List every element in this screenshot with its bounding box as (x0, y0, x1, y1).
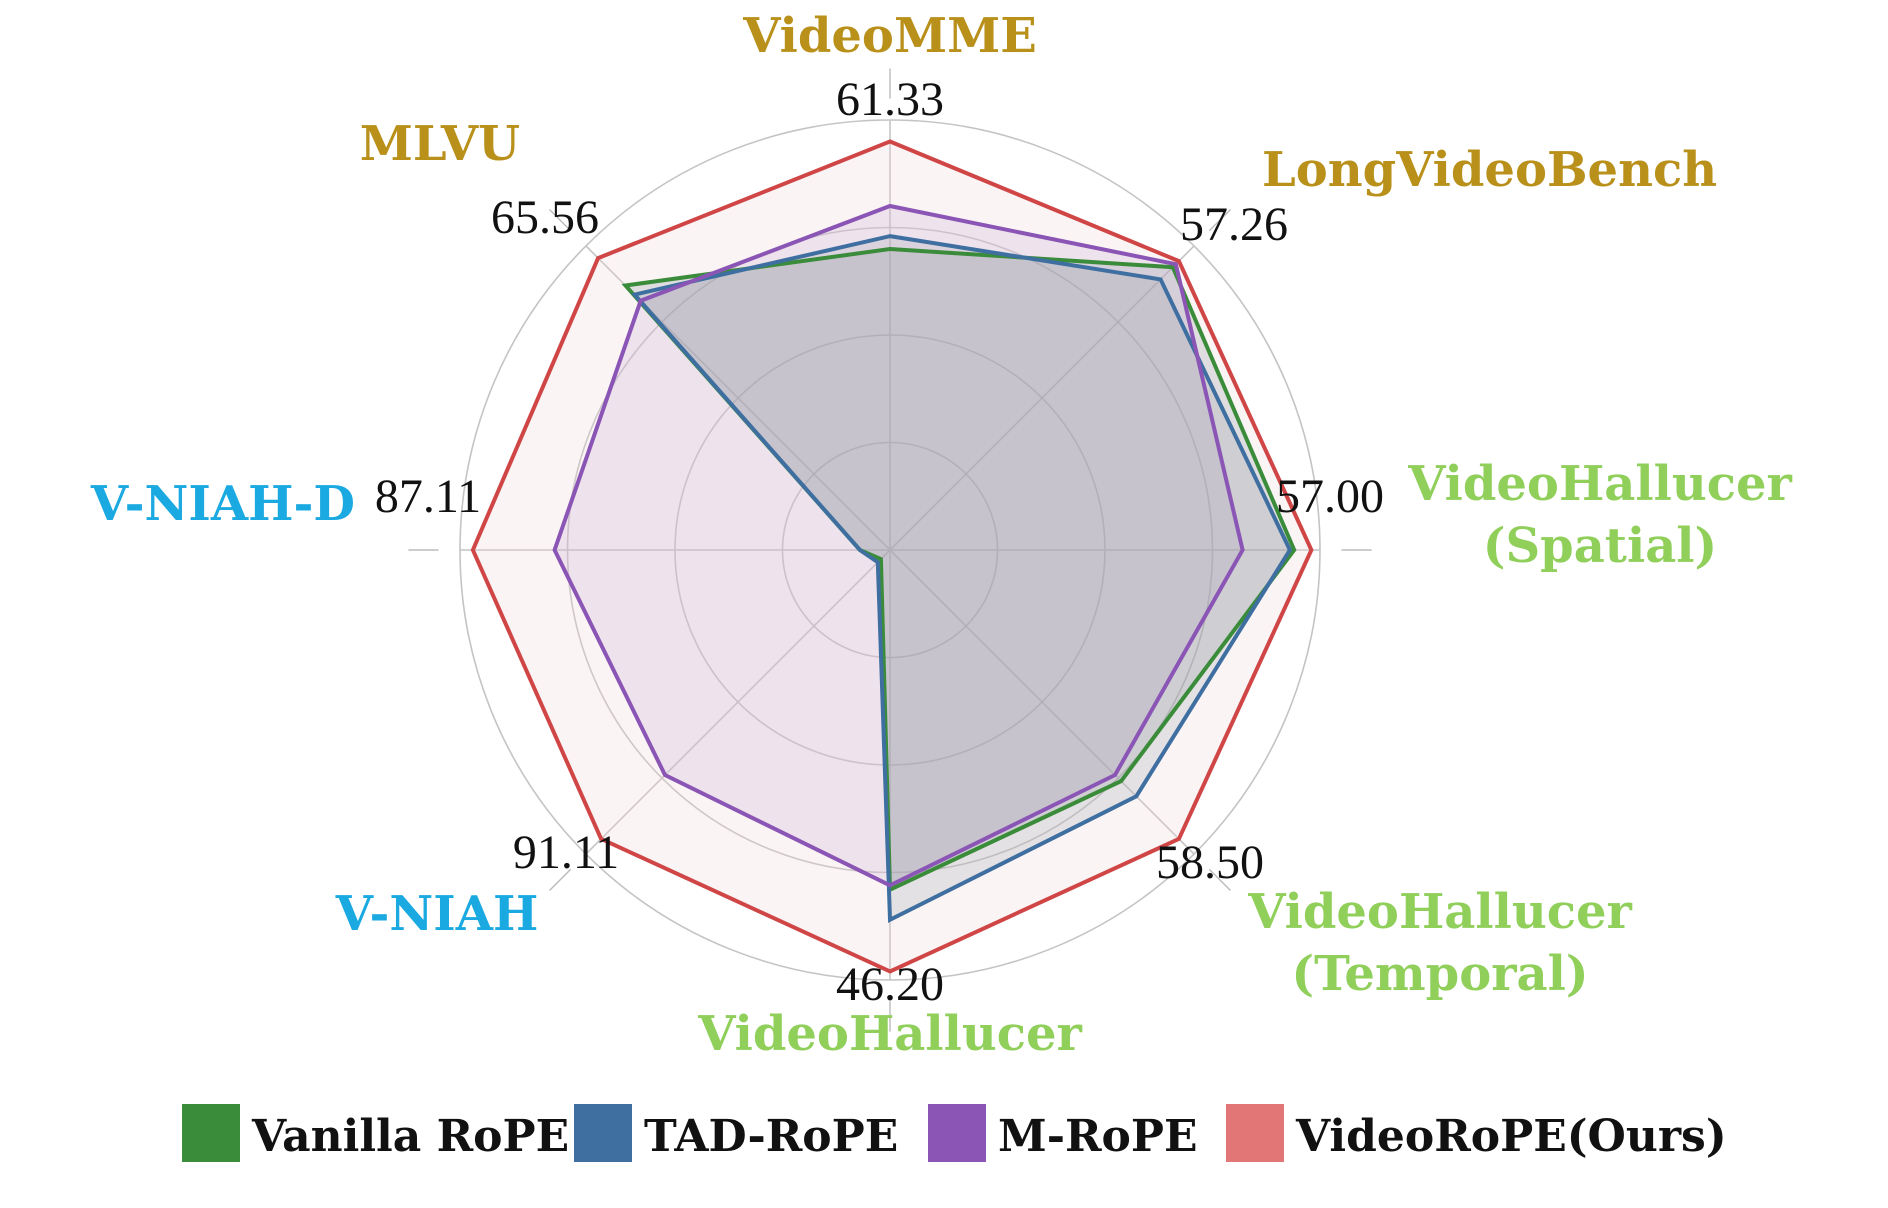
legend-item-m-rope: M-RoPE (928, 1104, 1198, 1162)
legend-item-vanilla-rope: Vanilla RoPE (182, 1104, 569, 1162)
axis-max-value-5: 46.20 (836, 958, 944, 1011)
legend-swatch (928, 1104, 986, 1162)
legend: Vanilla RoPE TAD-RoPE M-RoPE VideoRoPE(Ours… (182, 1104, 1727, 1162)
legend-label: M-RoPE (998, 1111, 1198, 1162)
axis-max-value-2: 57.26 (1180, 198, 1288, 251)
axis-name-7: V-NIAH-D (90, 476, 355, 532)
axis-tick-2 (1208, 208, 1232, 232)
legend-label: Vanilla RoPE (251, 1111, 569, 1162)
series-line-m-rope (552, 203, 1245, 888)
legend-item-videorope-ours-: VideoRoPE(Ours) (1226, 1104, 1727, 1162)
legend-swatch (574, 1104, 632, 1162)
axis-max-value-4: 58.50 (1156, 836, 1264, 889)
axis-max-value-8: 65.56 (491, 191, 599, 244)
legend-swatch (182, 1104, 240, 1162)
series-fill-vanilla-rope (625, 249, 1295, 890)
axis-tick-4 (1208, 868, 1232, 892)
legend-label: VideoRoPE(Ours) (1295, 1111, 1727, 1162)
axis-name-8: MLVU (360, 116, 520, 172)
spoke-line-4 (889, 549, 1195, 855)
axis-max-value-1: 61.33 (836, 73, 944, 126)
series-fill-m-rope (554, 206, 1243, 886)
axis-name-1: VideoMME (742, 8, 1037, 64)
legend-item-tad-rope: TAD-RoPE (574, 1104, 898, 1162)
series-line-videorope-ours- (470, 139, 1314, 974)
series-line-tad-rope (630, 234, 1293, 923)
axis-max-value-3: 57.00 (1276, 470, 1384, 523)
axis-name-5: VideoHallucer (697, 1006, 1082, 1062)
series-fill-tad-rope (634, 236, 1290, 920)
axis-max-value-7: 87.11 (375, 470, 481, 523)
legend-label: TAD-RoPE (644, 1111, 898, 1162)
radar-series (470, 139, 1314, 974)
axis-name-3: VideoHallucer (Spatial) (1407, 456, 1792, 574)
axis-max-value-6: 91.11 (513, 826, 619, 879)
axis-name-4: VideoHallucer (Temporal) (1247, 884, 1632, 1002)
spoke-line-2 (889, 245, 1195, 551)
axis-name-2: LongVideoBench (1262, 142, 1717, 198)
axis-tick-6 (548, 868, 572, 892)
axis-tick-8 (548, 208, 572, 232)
legend-swatch (1226, 1104, 1284, 1162)
spoke-line-6 (585, 549, 891, 855)
axis-name-6: V-NIAH (335, 886, 539, 942)
